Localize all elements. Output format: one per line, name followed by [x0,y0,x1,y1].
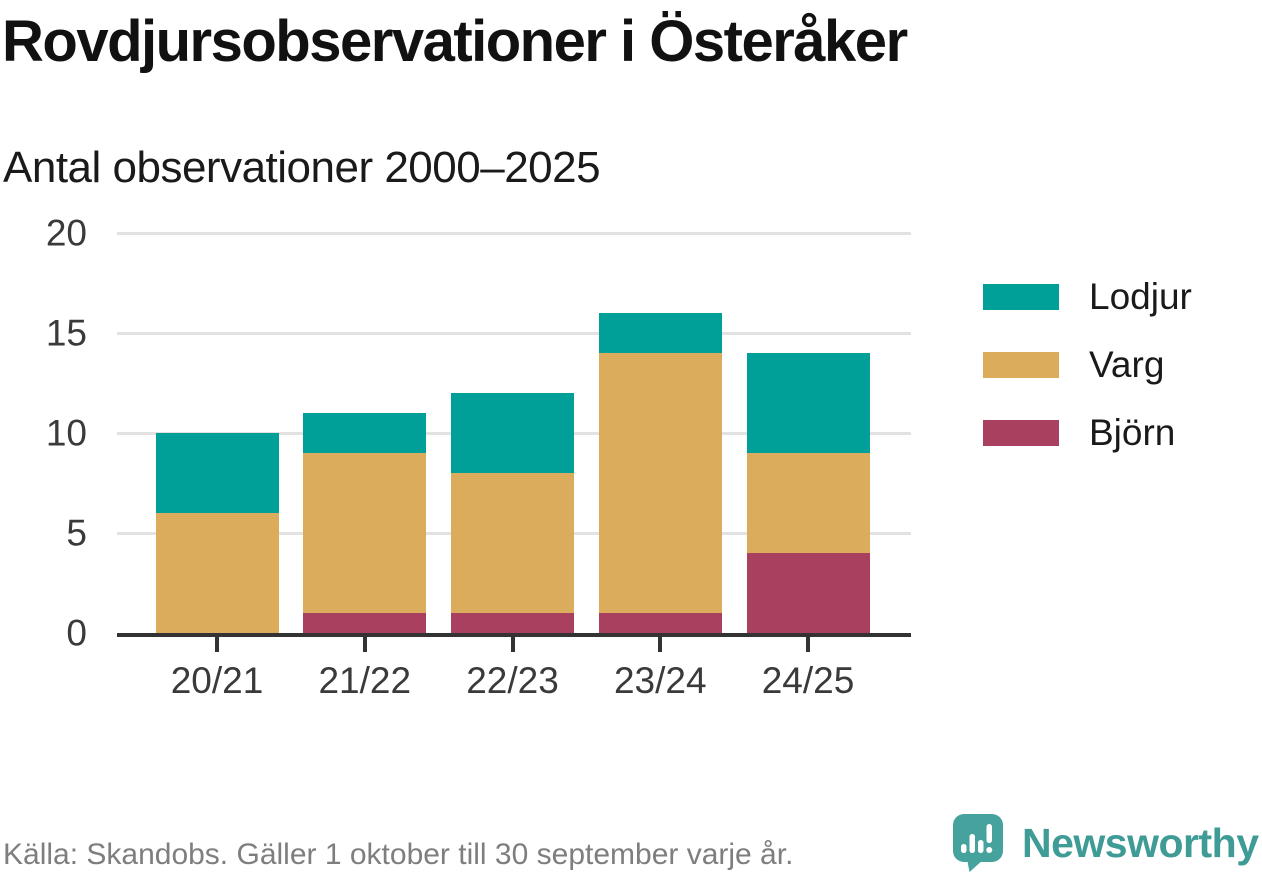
bar-segment-björn-23/24 [598,613,722,633]
chart-title: Rovdjursobservationer i Österåker [2,9,908,74]
y-axis-label: 0 [66,612,87,654]
x-axis-label: 20/21 [170,660,264,701]
x-axis-line [117,633,911,637]
bar-segment-björn-22/23 [451,613,574,633]
bar-segment-lodjur-20/21 [155,433,279,513]
bar-segment-varg-22/23 [451,473,574,613]
x-axis-tick [510,637,515,652]
x-axis-label: 24/25 [761,660,855,701]
bar-segment-varg-20/21 [155,513,279,633]
bar-segment-björn-21/22 [303,613,427,633]
bar-segment-lodjur-22/23 [451,393,574,473]
x-axis-label: 21/22 [318,660,412,701]
bar-segment-lodjur-24/25 [746,353,870,453]
newsworthy-logo: Newsworthy [953,814,1259,872]
source-text: Källa: Skandobs. Gäller 1 oktober till 3… [3,838,794,871]
y-axis-label: 10 [45,412,87,454]
x-axis-tick [658,637,663,652]
bar-segment-lodjur-21/22 [303,413,427,453]
x-axis-tick [806,637,810,652]
x-axis-tick [362,637,367,652]
bar-segment-björn-24/25 [746,553,870,633]
gridline-15 [117,331,911,335]
bar-segment-varg-21/22 [303,453,427,613]
legend-item-björn: Björn [983,414,1192,451]
gridline-20 [117,231,911,235]
legend-swatch-lodjur [983,283,1059,310]
legend-item-varg: Varg [983,346,1192,383]
legend-label: Lodjur [1089,276,1192,317]
chart-subtitle: Antal observationer 2000–2025 [3,143,601,192]
bar-segment-varg-23/24 [598,353,722,613]
x-axis-label: 22/23 [466,660,559,701]
y-axis-label: 5 [66,512,87,554]
newsworthy-wordmark: Newsworthy [1022,819,1259,866]
legend-swatch-varg [983,351,1059,378]
legend-item-lodjur: Lodjur [983,278,1192,315]
x-axis-tick [215,637,219,652]
legend-label: Varg [1089,344,1165,385]
y-axis-label: 20 [45,212,87,254]
newsworthy-icon [953,814,1003,872]
bar-segment-varg-24/25 [746,453,870,553]
y-axis-label: 15 [45,312,87,354]
legend-label: Björn [1089,412,1176,453]
legend-swatch-björn [983,419,1059,446]
bar-segment-lodjur-23/24 [598,313,722,353]
legend: Lodjur Varg Björn [983,278,1192,451]
x-axis-label: 23/24 [613,660,707,701]
